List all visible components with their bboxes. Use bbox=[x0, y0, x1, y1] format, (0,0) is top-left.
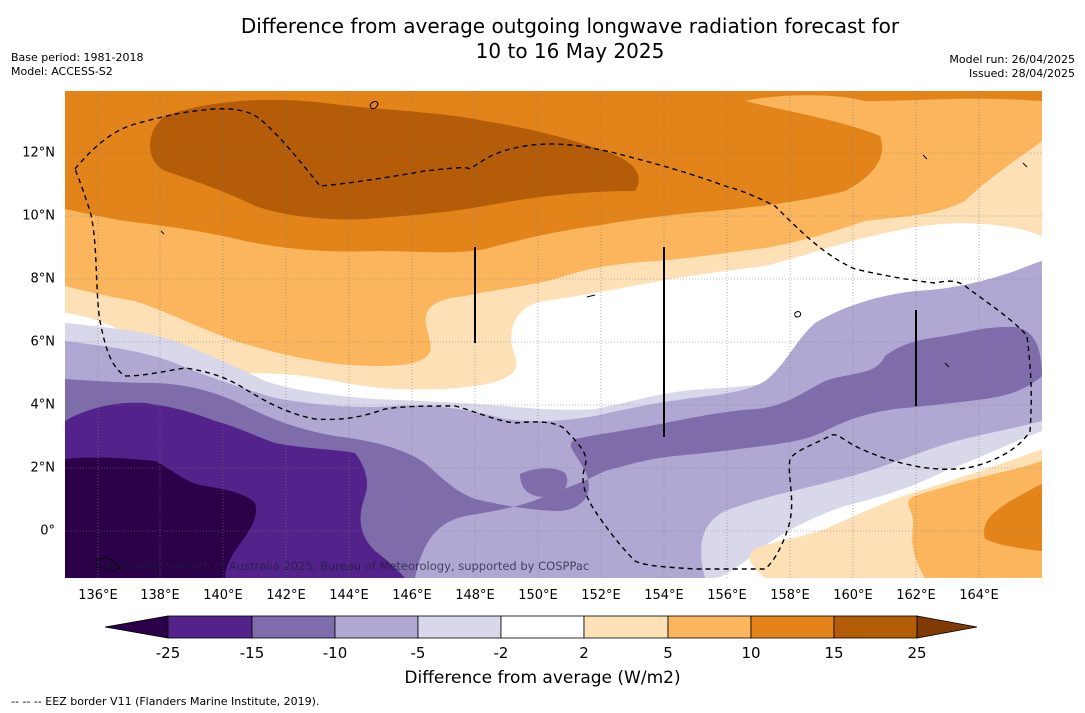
model-run: Model run: 26/04/2025 bbox=[949, 53, 1075, 66]
lon-label-158: 158°E bbox=[770, 588, 810, 603]
title-line-2: 10 to 16 May 2025 bbox=[475, 39, 665, 63]
lon-label-154: 154°E bbox=[644, 588, 684, 603]
lat-label-4n: 4°N bbox=[30, 397, 56, 413]
band-15-25 bbox=[150, 99, 639, 220]
olr-anomaly-map bbox=[65, 91, 1042, 578]
patch-minus10-minus15-small bbox=[520, 468, 568, 497]
colorbar-label: Difference from average (W/m2) bbox=[404, 668, 681, 688]
cbar-extend-high bbox=[916, 615, 978, 639]
cbar-segment-3 bbox=[334, 615, 419, 639]
cbar-tick-9: 25 bbox=[907, 644, 927, 662]
cbar-segment-1 bbox=[167, 615, 253, 639]
cbar-segment-4 bbox=[417, 615, 502, 639]
lon-label-152: 152°E bbox=[581, 588, 621, 603]
cbar-extend-low bbox=[105, 615, 169, 639]
map-panel: © Commonwealth of Australia 2025, Bureau… bbox=[65, 91, 1042, 578]
cbar-segment-2 bbox=[251, 615, 336, 639]
cbar-tick-7: 10 bbox=[741, 644, 761, 662]
band-10-15-southeast bbox=[984, 484, 1042, 551]
eez-footnote: -- -- -- EEZ border V11 (Flanders Marine… bbox=[11, 695, 320, 708]
longitude-markers bbox=[474, 247, 917, 437]
model-name: Model: ACCESS-S2 bbox=[11, 65, 113, 78]
cbar-tick-8: 15 bbox=[824, 644, 844, 662]
run-info: Model run: 26/04/2025 Issued: 28/04/2025 bbox=[949, 53, 1075, 81]
lon-label-136: 136°E bbox=[78, 588, 118, 603]
cbar-segment-7 bbox=[667, 615, 752, 639]
lat-label-10n: 10°N bbox=[22, 208, 55, 224]
cbar-segment-9 bbox=[833, 615, 918, 639]
eez-border bbox=[74, 108, 1032, 570]
cbar-tick-6: 5 bbox=[663, 644, 673, 662]
cbar-tick-3: -5 bbox=[410, 644, 426, 662]
cbar-segment-8 bbox=[750, 615, 835, 639]
lon-label-144: 144°E bbox=[329, 588, 369, 603]
cbar-tick-1: -15 bbox=[239, 644, 265, 662]
lat-label-6n: 6°N bbox=[30, 334, 56, 350]
cbar-tick-5: 2 bbox=[579, 644, 589, 662]
lon-label-164: 164°E bbox=[959, 588, 999, 603]
band-5-10-southeast bbox=[908, 461, 1042, 578]
issued-date: Issued: 28/04/2025 bbox=[968, 67, 1075, 80]
lon-label-148: 148°E bbox=[455, 588, 495, 603]
cbar-tick-2: -10 bbox=[322, 644, 348, 662]
lon-label-138: 138°E bbox=[140, 588, 180, 603]
lon-label-160: 160°E bbox=[833, 588, 873, 603]
band-below-minus25 bbox=[65, 457, 256, 578]
islands bbox=[94, 101, 1028, 571]
lon-label-150: 150°E bbox=[518, 588, 558, 603]
lat-label-0: 0° bbox=[40, 523, 55, 539]
lat-label-8n: 8°N bbox=[30, 271, 56, 287]
lon-label-156: 156°E bbox=[707, 588, 747, 603]
copyright-credit: © Commonwealth of Australia 2025, Bureau… bbox=[105, 559, 590, 573]
lat-label-2n: 2°N bbox=[30, 460, 56, 476]
lon-label-142: 142°E bbox=[266, 588, 306, 603]
lon-label-162: 162°E bbox=[896, 588, 936, 603]
cbar-segment-6 bbox=[583, 615, 669, 639]
colorbar bbox=[105, 615, 978, 639]
title-line-1: Difference from average outgoing longwav… bbox=[240, 14, 900, 38]
cbar-segment-5 bbox=[500, 615, 585, 639]
lat-label-12n: 12°N bbox=[22, 145, 55, 161]
base-period: Base period: 1981-2018 bbox=[11, 51, 144, 64]
cbar-tick-0: -25 bbox=[155, 644, 181, 662]
map-title: Difference from average outgoing longwav… bbox=[0, 14, 1085, 64]
base-info: Base period: 1981-2018 Model: ACCESS-S2 bbox=[11, 51, 143, 79]
lon-label-146: 146°E bbox=[392, 588, 432, 603]
cbar-tick-4: -2 bbox=[493, 644, 509, 662]
lon-label-140: 140°E bbox=[203, 588, 243, 603]
